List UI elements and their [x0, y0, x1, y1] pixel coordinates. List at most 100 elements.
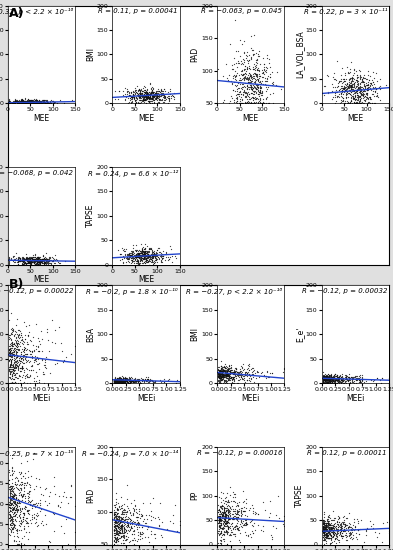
- Point: [221, 370, 227, 378]
- Point: [126, 379, 132, 388]
- Point: [22, 350, 28, 359]
- Point: [232, 507, 239, 515]
- Point: [251, 519, 257, 527]
- Point: [333, 376, 339, 385]
- Point: [240, 516, 246, 525]
- Point: [13, 327, 19, 336]
- Point: [16, 325, 22, 334]
- Point: [131, 258, 137, 267]
- Point: [321, 533, 328, 542]
- Point: [144, 254, 151, 262]
- Point: [24, 96, 31, 105]
- Point: [223, 497, 229, 505]
- Point: [148, 245, 154, 254]
- Point: [147, 252, 153, 261]
- Point: [121, 378, 127, 387]
- Point: [9, 98, 15, 107]
- Point: [323, 514, 330, 523]
- Point: [322, 524, 329, 533]
- Point: [243, 92, 249, 101]
- Point: [116, 378, 123, 387]
- Point: [147, 95, 153, 103]
- Point: [28, 98, 35, 107]
- Point: [114, 529, 120, 537]
- Point: [163, 249, 169, 258]
- Point: [7, 531, 13, 540]
- Point: [24, 99, 30, 108]
- Point: [138, 247, 144, 256]
- Point: [122, 376, 129, 384]
- Point: [145, 254, 152, 263]
- Point: [229, 379, 235, 388]
- Point: [127, 519, 134, 528]
- Point: [20, 490, 27, 498]
- Point: [118, 255, 125, 264]
- Point: [350, 89, 356, 98]
- Point: [359, 375, 365, 384]
- Point: [219, 368, 226, 377]
- Point: [163, 248, 169, 257]
- Point: [230, 374, 236, 383]
- Point: [20, 353, 26, 361]
- Point: [333, 534, 340, 543]
- Point: [121, 377, 127, 386]
- Point: [144, 241, 151, 250]
- Point: [219, 369, 225, 378]
- Point: [243, 367, 250, 376]
- Point: [126, 522, 132, 531]
- Point: [29, 98, 36, 107]
- Point: [40, 97, 46, 106]
- Point: [251, 68, 257, 77]
- Point: [150, 494, 156, 503]
- Point: [325, 518, 331, 526]
- Point: [129, 250, 135, 259]
- Point: [222, 372, 228, 381]
- Point: [133, 513, 140, 521]
- Point: [31, 97, 37, 106]
- Point: [336, 90, 342, 98]
- Point: [125, 255, 131, 263]
- Point: [9, 339, 15, 348]
- Point: [336, 375, 343, 383]
- Point: [143, 92, 149, 101]
- Point: [152, 89, 158, 98]
- Point: [120, 516, 127, 525]
- Point: [22, 97, 28, 106]
- Point: [11, 255, 17, 263]
- Point: [18, 330, 25, 339]
- Point: [367, 72, 373, 80]
- Point: [321, 527, 327, 536]
- Point: [116, 527, 122, 536]
- Point: [34, 258, 40, 267]
- Point: [233, 76, 239, 85]
- Point: [122, 515, 128, 524]
- Point: [19, 504, 26, 513]
- Point: [116, 525, 122, 533]
- Point: [327, 522, 334, 531]
- Point: [145, 251, 152, 260]
- Point: [51, 254, 57, 263]
- Point: [324, 372, 330, 381]
- Point: [123, 377, 129, 386]
- Point: [147, 512, 154, 520]
- Point: [38, 258, 44, 267]
- X-axis label: MEEi: MEEi: [32, 394, 51, 403]
- Point: [29, 347, 35, 356]
- Point: [231, 508, 238, 517]
- Point: [33, 355, 39, 364]
- Point: [146, 94, 152, 103]
- Point: [242, 83, 248, 92]
- Point: [232, 371, 238, 380]
- Point: [24, 372, 31, 381]
- Point: [252, 74, 259, 83]
- Point: [146, 90, 152, 99]
- Point: [338, 531, 344, 540]
- Point: [335, 377, 342, 386]
- Point: [10, 514, 17, 523]
- Point: [325, 527, 331, 536]
- Point: [165, 94, 171, 102]
- Point: [218, 516, 224, 525]
- Point: [46, 492, 52, 500]
- Point: [244, 75, 251, 84]
- Point: [46, 254, 52, 263]
